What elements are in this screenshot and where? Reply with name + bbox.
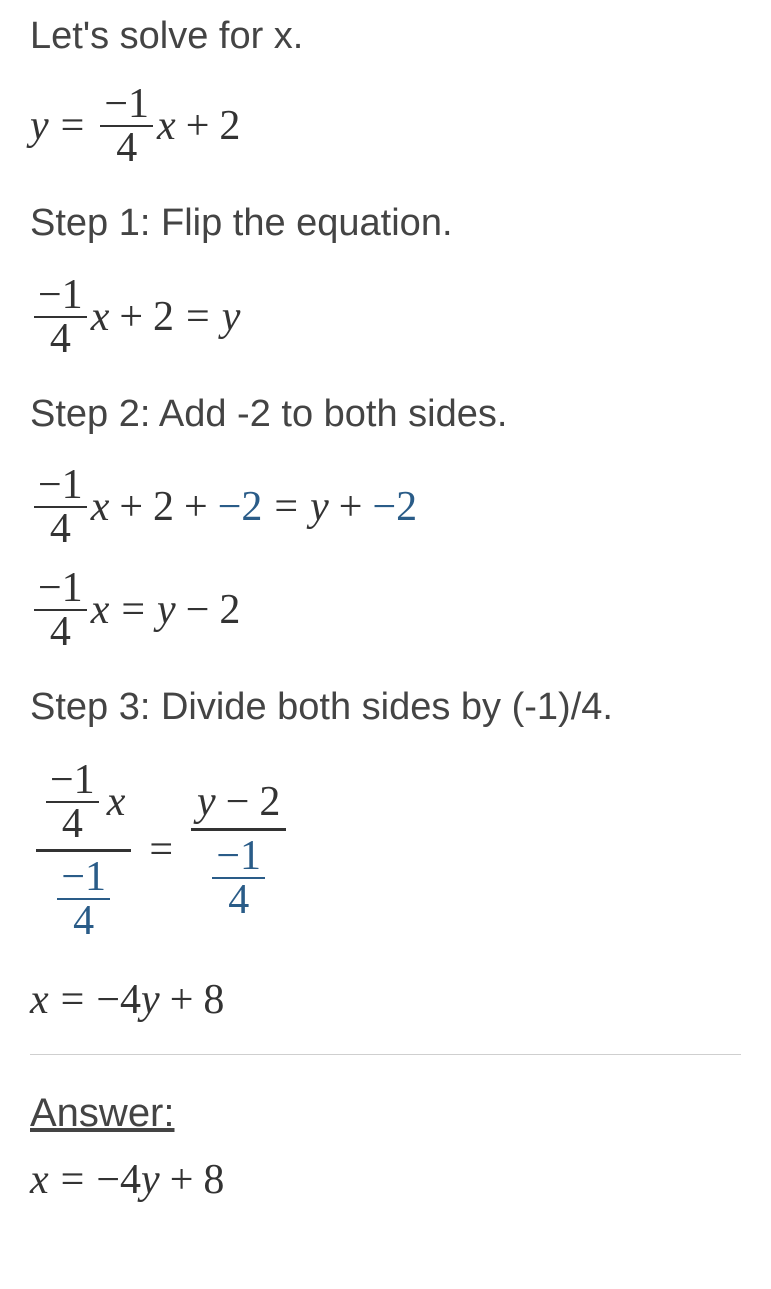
var-x: x bbox=[157, 102, 176, 150]
equals-sign: = bbox=[137, 826, 185, 874]
step2-label: Step 2: Add -2 to both sides. bbox=[30, 390, 741, 439]
divider bbox=[30, 1054, 741, 1055]
var-x: x bbox=[91, 293, 110, 341]
var-y: y bbox=[157, 586, 176, 634]
fraction-coef: −1 4 bbox=[46, 759, 99, 845]
frac-den: 4 bbox=[224, 879, 253, 921]
added-term: −2 bbox=[372, 483, 417, 531]
frac-num: −1 bbox=[57, 856, 110, 900]
constant: 8 bbox=[203, 976, 224, 1024]
frac-num: −1 bbox=[212, 835, 265, 879]
frac-den: 4 bbox=[112, 127, 141, 169]
var-y: y bbox=[30, 102, 49, 150]
var-x: x bbox=[91, 586, 110, 634]
var-y: y bbox=[222, 293, 241, 341]
frac-num: −1 bbox=[34, 567, 87, 611]
neg4-coef: −4 bbox=[96, 1156, 141, 1204]
neg4-coef: −4 bbox=[96, 976, 141, 1024]
added-term: −2 bbox=[218, 483, 263, 531]
frac-den: 4 bbox=[69, 900, 98, 942]
plus-sign: + bbox=[109, 483, 153, 531]
plus-sign: + bbox=[160, 1156, 204, 1204]
var-y: y bbox=[310, 483, 329, 531]
equation-original: y = −1 4 x + 2 bbox=[30, 83, 741, 169]
frac-den: 4 bbox=[46, 318, 75, 360]
equation-step3-bigfrac: −1 4 x −1 4 = y − 2 −1 bbox=[30, 755, 741, 946]
plus-sign: + bbox=[329, 483, 373, 531]
intro-text: Let's solve for x. bbox=[30, 12, 741, 61]
equals-sign: = bbox=[49, 1156, 97, 1204]
plus-sign: + bbox=[160, 976, 204, 1024]
plus-sign: + bbox=[176, 102, 220, 150]
var-x: x bbox=[30, 976, 49, 1024]
fraction-coef: −1 4 bbox=[34, 274, 87, 360]
big-fraction-right: y − 2 −1 4 bbox=[191, 776, 286, 925]
var-x: x bbox=[103, 780, 126, 824]
equals-sign: = bbox=[262, 483, 310, 531]
var-y: y bbox=[141, 976, 160, 1024]
frac-num: −1 bbox=[46, 759, 99, 803]
fraction-coef: −1 4 bbox=[34, 464, 87, 550]
fraction-coef: −1 4 bbox=[34, 567, 87, 653]
plus-sign: + bbox=[109, 293, 153, 341]
equals-sign: = bbox=[49, 102, 97, 150]
frac-den: 4 bbox=[46, 508, 75, 550]
divisor-fraction: −1 4 bbox=[212, 835, 265, 921]
frac-den: 4 bbox=[46, 611, 75, 653]
frac-num: −1 bbox=[100, 83, 153, 127]
frac-den: 4 bbox=[58, 803, 87, 845]
var-x: x bbox=[30, 1156, 49, 1204]
equals-sign: = bbox=[174, 293, 222, 341]
answer-label: Answer: bbox=[30, 1091, 741, 1136]
var-y: y bbox=[141, 1156, 160, 1204]
constant: 2 bbox=[219, 102, 240, 150]
plus-sign: + bbox=[174, 483, 218, 531]
frac-num: −1 bbox=[34, 464, 87, 508]
constant: 2 bbox=[153, 483, 174, 531]
constant: 2 bbox=[153, 293, 174, 341]
equation-answer: x = −4 y + 8 bbox=[30, 1156, 741, 1204]
equals-sign: = bbox=[109, 586, 157, 634]
constant: 8 bbox=[203, 1156, 224, 1204]
minus-sign: − bbox=[216, 780, 260, 824]
constant: 2 bbox=[219, 586, 240, 634]
fraction-coef: −1 4 bbox=[100, 83, 153, 169]
divisor-fraction: −1 4 bbox=[57, 856, 110, 942]
equation-step1: −1 4 x + 2 = y bbox=[30, 271, 741, 360]
step3-label: Step 3: Divide both sides by (-1)/4. bbox=[30, 683, 741, 732]
frac-num: −1 bbox=[34, 274, 87, 318]
var-y: y bbox=[197, 780, 216, 824]
equals-sign: = bbox=[49, 976, 97, 1024]
step1-label: Step 1: Flip the equation. bbox=[30, 199, 741, 248]
big-fraction-left: −1 4 x −1 4 bbox=[36, 755, 131, 946]
constant: 2 bbox=[259, 780, 280, 824]
minus-sign: − bbox=[176, 586, 220, 634]
equation-step2-line1: −1 4 x + 2 + −2 = y + −2 bbox=[30, 461, 741, 550]
equation-step2-line2: −1 4 x = y − 2 bbox=[30, 564, 741, 653]
equation-step3-result: x = −4 y + 8 bbox=[30, 976, 741, 1024]
var-x: x bbox=[91, 483, 110, 531]
